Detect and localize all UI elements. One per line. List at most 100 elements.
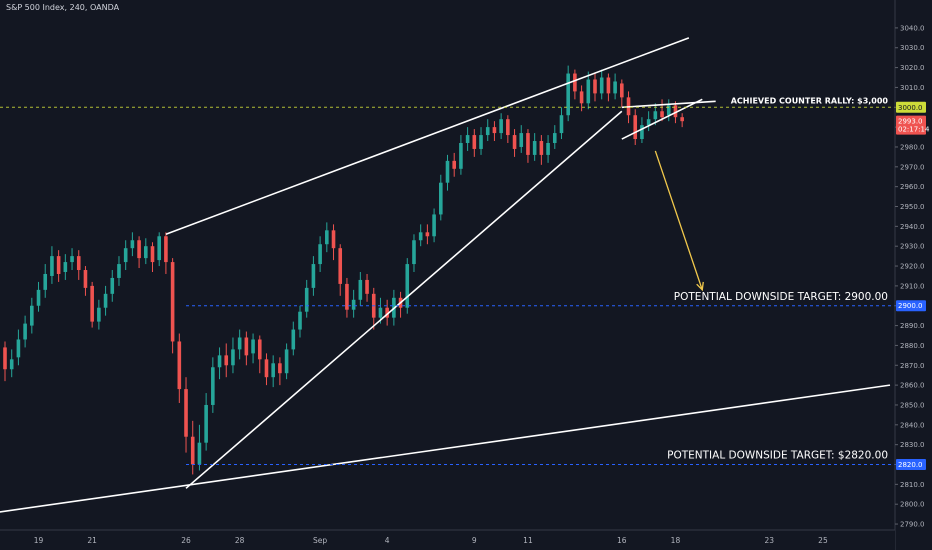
y-tick-label: 2930.0 [900,243,925,251]
candle-body [137,240,141,259]
candle-body [90,285,94,322]
candle-body [432,214,436,237]
candle-body [345,283,349,310]
candle-body [331,230,336,249]
y-tick-label: 2830.0 [900,441,925,449]
y-tick-label: 2850.0 [900,401,925,409]
candle-body [606,77,611,94]
chart-title: S&P 500 Index, 240, OANDA [6,3,120,12]
candle-body [170,262,175,342]
candle-body [311,264,316,288]
candle-body [552,133,557,143]
x-tick-label: 21 [87,536,97,545]
candle-body [30,305,34,326]
candle-body [640,125,644,140]
candle-body [244,337,249,356]
candle-body [50,256,54,276]
candle-body [472,135,477,149]
candle-body [385,307,389,318]
y-tick-label: 2940.0 [900,223,925,231]
candle-body [566,73,570,116]
candle-body [579,91,584,104]
candle-body [365,279,369,294]
candle-body [83,270,88,288]
x-tick-label: 4 [385,536,390,545]
y-tick-label: 2960.0 [900,183,925,191]
candle-body [237,337,242,350]
candle-body [177,341,182,390]
annotation-label: POTENTIAL DOWNSIDE TARGET: 2900.00 [674,291,888,303]
target-price-badge-2900: 2900.0 [898,302,923,310]
rally-price-badge: 3000.0 [898,104,923,112]
candle-body [110,277,115,294]
candle-body [103,293,108,308]
candle-body [9,359,14,370]
time-axis-bg [0,530,895,550]
candle-body [425,232,430,237]
candle-body [586,79,591,104]
candle-body [190,436,195,465]
candle-body [351,299,356,310]
x-tick-label: 25 [818,536,828,545]
candle-body [680,117,684,122]
candle-body [405,264,410,308]
candle-body [653,111,658,120]
y-tick-label: 2910.0 [900,282,925,290]
x-tick-label: 9 [472,536,477,545]
candle-body [452,160,457,169]
candle-body [479,135,483,149]
candle-body [184,389,188,437]
candle-body [506,119,510,136]
annotation-label: ACHIEVED COUNTER RALLY: $3,000 [731,96,889,105]
candle-body [97,307,101,322]
candle-body [217,355,222,368]
candle-body [378,307,383,318]
candle-body [36,289,41,306]
candle-body [445,160,450,183]
candle-body [673,105,678,118]
x-tick-label: 28 [235,536,245,545]
target-price-badge-2820-bg [896,459,926,471]
candle-body [43,273,48,290]
y-tick-label: 2810.0 [900,481,925,489]
annotation-label: POTENTIAL DOWNSIDE TARGET: $2820.00 [667,450,888,462]
candle-body [197,442,202,465]
candle-body [63,262,68,272]
x-tick-label: 11 [523,536,533,545]
candle-body [143,246,148,259]
candle-body [211,367,215,405]
levels-layer [0,106,895,466]
candle-body [257,339,262,360]
candle-body [519,133,524,147]
y-tick-label: 2880.0 [900,342,925,350]
candle-body [278,363,282,374]
y-tick-label: 2980.0 [900,143,925,151]
target-price-badge-2900-bg [896,300,926,312]
candle-body [271,363,275,378]
x-tick-label: 18 [671,536,681,545]
candle-body [438,182,443,215]
y-tick-label: 2890.0 [900,322,925,330]
candle-body [231,349,235,366]
candle-body [264,359,269,378]
candle-body [318,244,322,265]
x-tick-label: 23 [765,536,775,545]
candle-body [633,115,638,140]
candle-body [666,105,671,116]
time-axis: 19 21 26 28 Sep 4 9 11 16 18 23 25 [0,529,895,550]
candle-body [512,135,517,149]
candle-body [130,240,135,249]
candle-body [660,111,664,118]
y-tick-label: 3020.0 [900,64,925,72]
candle-body [304,287,309,312]
price-axis-bg [895,0,932,550]
target-price-badge-2820: 2820.0 [898,461,923,469]
rally-price-badge-bg [896,101,926,113]
candle-body [492,127,497,134]
candle-body [284,349,289,374]
candle-body [459,143,463,169]
countdown-badge-bg [896,123,926,135]
candle-body [412,240,416,265]
candle-body [358,279,363,300]
